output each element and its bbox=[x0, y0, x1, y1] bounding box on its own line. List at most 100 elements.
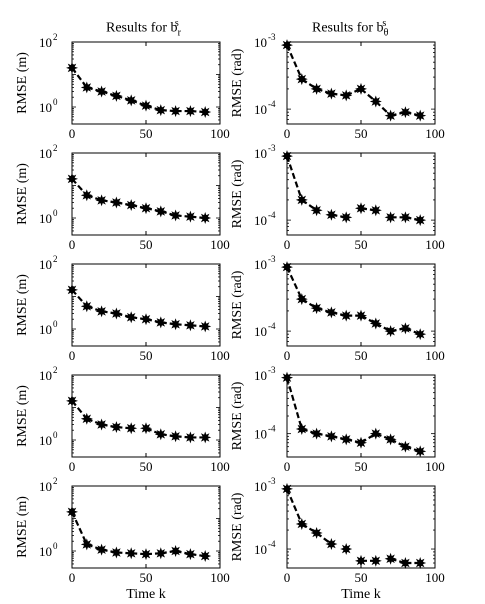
x-tick-label: 100 bbox=[425, 570, 445, 585]
x-tick-label: 100 bbox=[210, 348, 230, 363]
data-point-marker bbox=[355, 82, 367, 95]
x-tick-label: 0 bbox=[284, 126, 291, 141]
axes-box bbox=[286, 263, 436, 347]
data-point-marker bbox=[384, 552, 397, 565]
data-point-marker bbox=[80, 538, 93, 551]
y-tick-label: 10 bbox=[39, 100, 52, 115]
data-point-marker bbox=[340, 433, 353, 446]
data-point-marker bbox=[281, 371, 293, 384]
series-line-segment bbox=[285, 488, 303, 525]
data-point-marker bbox=[154, 205, 167, 218]
data-point-marker bbox=[169, 105, 182, 118]
y-tick-exponent: 0 bbox=[53, 541, 58, 551]
x-tick-label: 0 bbox=[284, 459, 291, 474]
data-point-marker bbox=[310, 82, 323, 95]
data-point-marker bbox=[310, 302, 323, 315]
data-point-marker bbox=[125, 422, 138, 435]
column-title-right-sub: θ bbox=[383, 27, 389, 39]
y-tick-label: 10 bbox=[39, 368, 52, 383]
data-point-marker bbox=[310, 204, 323, 217]
data-point-marker bbox=[295, 293, 308, 306]
x-tick-label: 100 bbox=[210, 126, 230, 141]
y-tick-exponent: -3 bbox=[268, 365, 276, 375]
y-tick-exponent: 2 bbox=[53, 143, 58, 153]
x-tick-label: 50 bbox=[355, 348, 368, 363]
y-tick-exponent: -4 bbox=[268, 539, 276, 549]
data-point-marker bbox=[369, 95, 382, 108]
data-point-marker bbox=[384, 211, 397, 224]
x-tick-label: 100 bbox=[425, 126, 445, 141]
x-tick-label: 0 bbox=[69, 459, 76, 474]
data-point-marker bbox=[325, 87, 338, 100]
data-point-marker bbox=[414, 214, 427, 227]
data-point-marker bbox=[125, 547, 138, 560]
data-point-marker bbox=[384, 109, 397, 122]
x-tick-label: 100 bbox=[425, 348, 445, 363]
x-tick-label: 100 bbox=[425, 237, 445, 252]
y-tick-label: 10 bbox=[254, 427, 267, 442]
x-tick-label: 0 bbox=[69, 126, 76, 141]
data-point-marker bbox=[110, 546, 123, 559]
data-point-marker bbox=[125, 199, 138, 212]
data-point-marker bbox=[295, 73, 308, 86]
column-title-right-sup: s bbox=[382, 18, 387, 29]
y-tick-exponent: -3 bbox=[268, 32, 276, 42]
axes-box bbox=[71, 263, 221, 347]
data-point-marker bbox=[295, 423, 308, 436]
column-title-right: Results for bθs bbox=[312, 18, 389, 39]
series-line-segment bbox=[70, 511, 88, 545]
x-tick-label: 100 bbox=[425, 459, 445, 474]
data-point-marker bbox=[281, 482, 293, 495]
data-point-marker bbox=[369, 427, 382, 440]
data-point-marker bbox=[169, 430, 182, 443]
y-tick-label: 10 bbox=[39, 211, 52, 226]
x-axis-label: Time k bbox=[126, 587, 166, 602]
x-tick-label: 100 bbox=[210, 570, 230, 585]
x-tick-label: 50 bbox=[140, 126, 153, 141]
data-point-marker bbox=[154, 104, 167, 117]
x-tick-label: 0 bbox=[284, 570, 291, 585]
column-title-left: Results for brs bbox=[106, 18, 181, 38]
data-point-marker bbox=[80, 412, 93, 425]
x-tick-label: 50 bbox=[355, 126, 368, 141]
axes-box bbox=[286, 152, 436, 236]
y-tick-exponent: 0 bbox=[53, 97, 58, 107]
y-tick-label: 10 bbox=[39, 146, 52, 161]
data-point-marker bbox=[355, 554, 367, 567]
column-title-right-text: Results for b bbox=[312, 20, 384, 36]
data-point-marker bbox=[125, 311, 138, 324]
series-line-segment bbox=[285, 377, 303, 430]
data-point-marker bbox=[295, 193, 308, 206]
x-tick-label: 0 bbox=[284, 348, 291, 363]
y-tick-exponent: -4 bbox=[268, 210, 276, 220]
x-tick-label: 0 bbox=[69, 570, 76, 585]
data-point-marker bbox=[310, 427, 323, 440]
axes-box bbox=[71, 374, 221, 458]
x-tick-label: 50 bbox=[355, 570, 368, 585]
data-point-marker bbox=[384, 433, 397, 446]
data-point-marker bbox=[154, 547, 167, 560]
y-tick-label: 10 bbox=[39, 479, 52, 494]
data-point-marker bbox=[66, 505, 78, 518]
data-point-marker bbox=[414, 328, 427, 341]
data-point-marker bbox=[325, 538, 338, 551]
data-point-marker bbox=[184, 210, 197, 223]
y-axis-label: RMSE (m) bbox=[15, 52, 30, 114]
y-tick-exponent: 2 bbox=[53, 365, 58, 375]
data-point-marker bbox=[95, 305, 108, 318]
y-tick-label: 10 bbox=[254, 213, 267, 228]
data-point-marker bbox=[140, 548, 152, 561]
y-tick-label: 10 bbox=[254, 35, 267, 50]
axes-box bbox=[71, 152, 221, 236]
data-point-marker bbox=[169, 545, 182, 558]
data-point-marker bbox=[169, 318, 182, 331]
column-title-left-sup: s bbox=[174, 18, 179, 29]
data-point-marker bbox=[399, 322, 412, 335]
data-point-marker bbox=[281, 39, 293, 52]
y-tick-exponent: 2 bbox=[53, 32, 58, 42]
